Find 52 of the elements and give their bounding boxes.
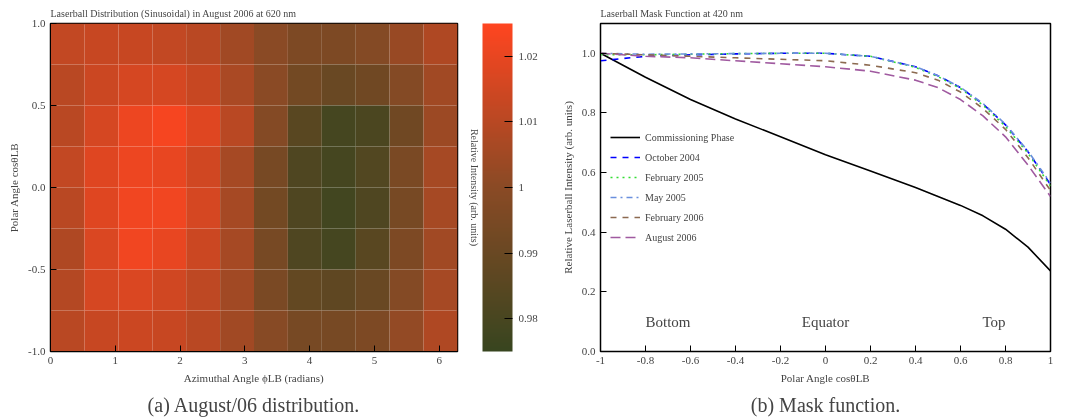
color-bar-label: 0.99 [518,246,539,259]
color-bar-label: 0.98 [518,312,539,325]
chart-title: Laserball Distribution (Sinusoidal) in August 2006 at 620 nm [50,7,297,20]
x-tick-label: 4 [306,353,313,366]
y-tick-label: 1.0 [581,46,596,59]
legend-label: May 2005 [645,191,686,203]
y-tick-label: -0.5 [28,263,46,275]
color-bar-label: 1.02 [518,49,538,62]
x-tick-label: -0.6 [681,353,700,366]
y-axis-title: Relative Laserball Intensity (arb. units) [561,100,575,274]
legend-label: Commissioning Phase [645,131,735,143]
legend-label: October 2004 [645,151,700,163]
y-tick-label: 0.2 [581,285,596,298]
chart-title: Laserball Mask Function at 420 nm [600,7,744,19]
color-bar-label: 1 [518,181,524,193]
x-tick-label: 0 [822,353,829,366]
y-tick-label: 0.8 [581,106,596,119]
x-tick-label: 1 [1047,353,1054,366]
x-tick-label: 0.2 [863,353,878,366]
x-tick-label: 3 [242,353,249,366]
y-tick-label: 1.0 [31,17,46,29]
y-tick-label: 0.5 [31,99,46,111]
x-tick-label: 0.8 [998,353,1013,366]
legend-label: February 2005 [645,171,704,183]
x-tick-label: 0 [47,353,54,366]
x-tick-label: 0.6 [953,353,968,366]
x-tick-label: -0.2 [771,353,790,366]
x-tick-label: -0.8 [636,353,655,366]
x-tick-label: 5 [371,353,378,366]
x-tick-label: 2 [177,353,183,366]
text: (b) Mask function. [750,393,901,417]
annotation: Top [982,313,1006,330]
legend-label: February 2006 [645,211,704,223]
y-axis-title: Polar Angle cosθLB [8,143,21,233]
x-tick-label: -0.4 [726,353,745,366]
x-tick-label: -1 [595,353,606,366]
x-axis-title: Azimuthal Angle ϕLB (radians) [183,371,324,385]
annotation: Equator [801,313,850,330]
y-tick-label: 0.0 [31,181,46,193]
x-tick-label: 0.4 [908,353,923,366]
annotation: Bottom [645,313,691,330]
x-axis-title: Polar Angle cosθLB [780,371,870,384]
legend-label: August 2006 [645,231,697,243]
x-tick-label: 6 [436,353,443,366]
text: (a) August/06 distribution. [147,393,360,417]
color-bar-label: 1.01 [518,115,538,128]
y-tick-label: -1.0 [28,345,46,357]
y-tick-label: 0.4 [581,225,596,238]
color-bar-title: Relative Intensity (arb. units) [467,128,480,247]
x-tick-label: 1 [112,353,119,366]
y-tick-label: 0.6 [581,166,596,179]
y-tick-label: 0.0 [581,345,596,357]
